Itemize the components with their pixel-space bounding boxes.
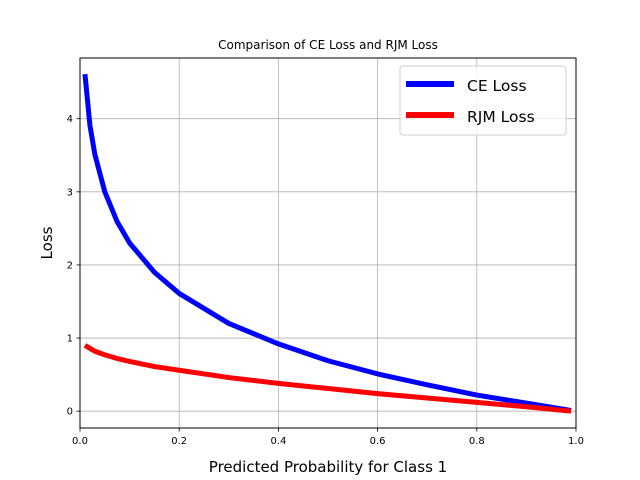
plot-frame	[79, 57, 577, 429]
x-axis-label: Predicted Probability for Class 1	[209, 458, 447, 476]
x-tick-label: 0.8	[469, 436, 485, 447]
series-lines	[82, 73, 572, 414]
y-tick-label: 3	[67, 187, 73, 198]
x-tick-label: 0.2	[171, 436, 187, 447]
chart-title: Comparison of CE Loss and RJM Loss	[218, 38, 438, 52]
series-line-ce-loss	[82, 73, 572, 413]
x-tick-label: 0.4	[270, 436, 286, 447]
x-tick-label: 0.6	[370, 436, 386, 447]
legend-label-rjm-loss: RJM Loss	[467, 108, 535, 126]
x-tick-label: 1.0	[568, 436, 584, 447]
y-tick-label: 4	[67, 114, 73, 125]
legend: CE Loss RJM Loss	[399, 65, 567, 136]
y-tick-label: 0	[67, 407, 73, 418]
y-tick-label: 2	[67, 260, 73, 271]
y-tick-label: 1	[67, 334, 73, 345]
axis-ticks: 0.0 0.2 0.4 0.6 0.8 1.0 0 1 2 3 4	[67, 114, 584, 447]
legend-label-ce-loss: CE Loss	[467, 77, 527, 95]
y-axis-label: Loss	[38, 226, 56, 259]
x-tick-label: 0.0	[72, 436, 88, 447]
series-line-rjm-loss	[83, 343, 572, 414]
